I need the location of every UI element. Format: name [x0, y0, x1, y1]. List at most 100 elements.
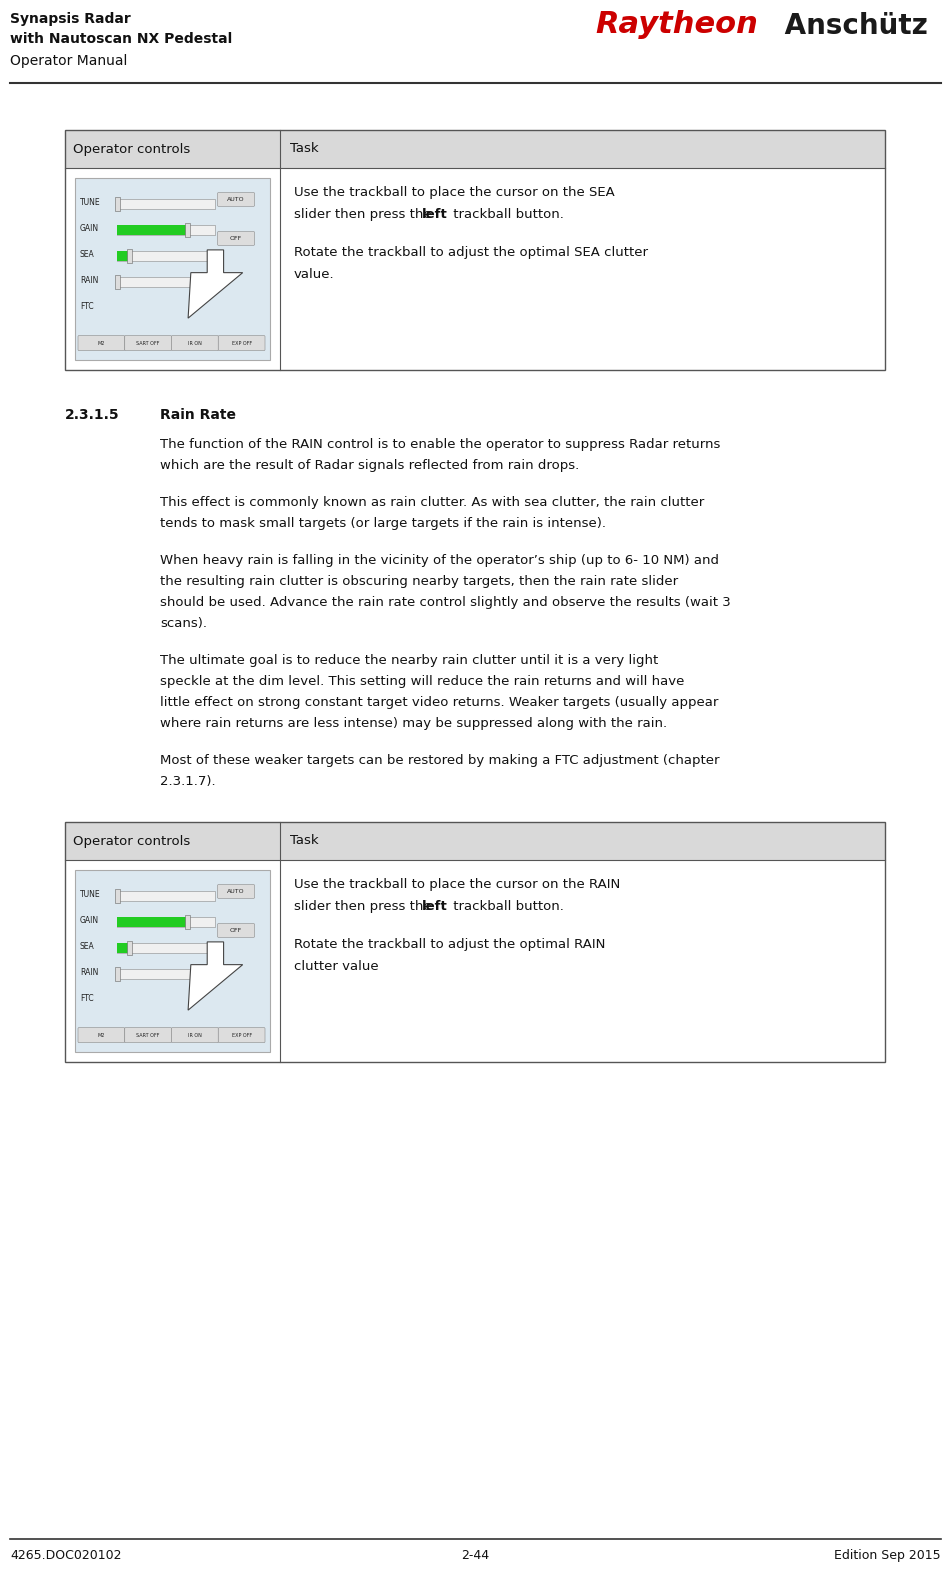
Text: OFF: OFF: [230, 235, 243, 240]
Bar: [117, 916, 215, 926]
Bar: [117, 277, 215, 286]
Text: trackball button.: trackball button.: [449, 208, 564, 221]
Text: which are the result of Radar signals reflected from rain drops.: which are the result of Radar signals re…: [160, 458, 579, 473]
Text: 4265.DOC020102: 4265.DOC020102: [10, 1550, 122, 1562]
Text: IR ON: IR ON: [188, 1033, 202, 1037]
Text: SEA: SEA: [80, 250, 95, 259]
Text: the resulting rain clutter is obscuring nearby targets, then the rain rate slide: the resulting rain clutter is obscuring …: [160, 574, 678, 589]
Text: with Nautoscan NX Pedestal: with Nautoscan NX Pedestal: [10, 32, 232, 46]
Text: SART OFF: SART OFF: [136, 340, 160, 345]
Text: SEA: SEA: [80, 942, 95, 951]
Text: speckle at the dim level. This setting will reduce the rain returns and will hav: speckle at the dim level. This setting w…: [160, 675, 685, 687]
Bar: [117, 251, 128, 261]
Bar: [117, 916, 187, 926]
Polygon shape: [188, 942, 243, 1010]
Bar: [115, 889, 120, 902]
Text: Synapsis Radar: Synapsis Radar: [10, 13, 130, 25]
FancyBboxPatch shape: [218, 924, 255, 937]
Text: clutter value: clutter value: [294, 959, 378, 974]
Bar: [65, 130, 885, 169]
Bar: [115, 967, 120, 980]
Text: should be used. Advance the rain rate control slightly and observe the results (: should be used. Advance the rain rate co…: [160, 597, 730, 609]
Bar: [117, 224, 187, 235]
Text: little effect on strong constant target video returns. Weaker targets (usually a: little effect on strong constant target …: [160, 695, 718, 710]
FancyBboxPatch shape: [218, 1028, 265, 1042]
Text: RAIN: RAIN: [80, 277, 98, 285]
Text: Rain Rate: Rain Rate: [160, 407, 236, 422]
Bar: [65, 823, 885, 861]
FancyBboxPatch shape: [125, 1028, 171, 1042]
Text: Operator controls: Operator controls: [73, 143, 190, 156]
Bar: [117, 891, 215, 901]
FancyBboxPatch shape: [125, 336, 171, 350]
Text: M2: M2: [98, 340, 105, 345]
Bar: [115, 197, 120, 210]
Bar: [185, 223, 190, 237]
Bar: [117, 943, 128, 953]
Text: RAIN: RAIN: [80, 969, 98, 977]
Text: OFF: OFF: [230, 928, 243, 932]
Text: Use the trackball to place the cursor on the RAIN: Use the trackball to place the cursor on…: [294, 878, 620, 891]
FancyBboxPatch shape: [218, 336, 265, 350]
Text: 2.3.1.5: 2.3.1.5: [65, 407, 120, 422]
Text: AUTO: AUTO: [227, 889, 244, 894]
Text: Task: Task: [290, 835, 319, 848]
FancyBboxPatch shape: [78, 336, 125, 350]
Bar: [65, 823, 885, 1063]
FancyBboxPatch shape: [171, 336, 218, 350]
Text: EXP OFF: EXP OFF: [231, 1033, 252, 1037]
Text: Anschütz: Anschütz: [775, 13, 928, 40]
Text: scans).: scans).: [160, 617, 207, 630]
FancyBboxPatch shape: [218, 885, 255, 899]
Text: M2: M2: [98, 1033, 105, 1037]
Text: IR ON: IR ON: [188, 340, 202, 345]
FancyBboxPatch shape: [78, 1028, 125, 1042]
Text: GAIN: GAIN: [80, 224, 99, 234]
Text: 2.3.1.7).: 2.3.1.7).: [160, 775, 216, 788]
Text: FTC: FTC: [80, 302, 93, 312]
Text: value.: value.: [294, 267, 335, 282]
Text: left: left: [422, 208, 448, 221]
Text: 2-44: 2-44: [461, 1550, 490, 1562]
Bar: [117, 943, 215, 953]
Text: tends to mask small targets (or large targets if the rain is intense).: tends to mask small targets (or large ta…: [160, 517, 606, 530]
Text: Operator Manual: Operator Manual: [10, 54, 127, 68]
Text: Edition Sep 2015: Edition Sep 2015: [834, 1550, 941, 1562]
Text: TUNE: TUNE: [80, 199, 101, 207]
Text: Most of these weaker targets can be restored by making a FTC adjustment (chapter: Most of these weaker targets can be rest…: [160, 754, 720, 767]
Bar: [126, 940, 131, 955]
Bar: [185, 915, 190, 929]
FancyBboxPatch shape: [218, 232, 255, 245]
Bar: [117, 224, 215, 235]
Text: EXP OFF: EXP OFF: [231, 340, 252, 345]
Text: trackball button.: trackball button.: [449, 901, 564, 913]
FancyBboxPatch shape: [171, 1028, 218, 1042]
Text: GAIN: GAIN: [80, 916, 99, 926]
Bar: [117, 251, 215, 261]
Polygon shape: [188, 250, 243, 318]
Bar: [126, 248, 131, 263]
Text: TUNE: TUNE: [80, 891, 101, 899]
Text: When heavy rain is falling in the vicinity of the operator’s ship (up to 6- 10 N: When heavy rain is falling in the vicini…: [160, 554, 719, 566]
FancyBboxPatch shape: [218, 193, 255, 207]
Text: slider then press the: slider then press the: [294, 208, 436, 221]
Bar: [65, 130, 885, 371]
Text: Task: Task: [290, 143, 319, 156]
Text: Use the trackball to place the cursor on the SEA: Use the trackball to place the cursor on…: [294, 186, 614, 199]
Text: AUTO: AUTO: [227, 197, 244, 202]
Text: Rotate the trackball to adjust the optimal RAIN: Rotate the trackball to adjust the optim…: [294, 939, 606, 951]
Bar: [117, 969, 215, 978]
Text: slider then press the: slider then press the: [294, 901, 436, 913]
Text: where rain returns are less intense) may be suppressed along with the rain.: where rain returns are less intense) may…: [160, 718, 667, 730]
Text: This effect is commonly known as rain clutter. As with sea clutter, the rain clu: This effect is commonly known as rain cl…: [160, 496, 705, 509]
Bar: [75, 870, 270, 1052]
Text: Operator controls: Operator controls: [73, 835, 190, 848]
Text: SART OFF: SART OFF: [136, 1033, 160, 1037]
Text: The function of the RAIN control is to enable the operator to suppress Radar ret: The function of the RAIN control is to e…: [160, 438, 720, 450]
Bar: [115, 275, 120, 288]
Bar: [75, 178, 270, 360]
Text: Raytheon: Raytheon: [595, 10, 758, 40]
Text: FTC: FTC: [80, 994, 93, 1004]
Text: The ultimate goal is to reduce the nearby rain clutter until it is a very light: The ultimate goal is to reduce the nearb…: [160, 654, 658, 667]
Text: left: left: [422, 901, 448, 913]
